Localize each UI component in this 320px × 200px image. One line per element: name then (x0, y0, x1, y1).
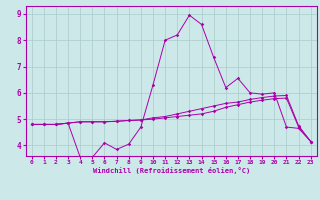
X-axis label: Windchill (Refroidissement éolien,°C): Windchill (Refroidissement éolien,°C) (92, 167, 250, 174)
